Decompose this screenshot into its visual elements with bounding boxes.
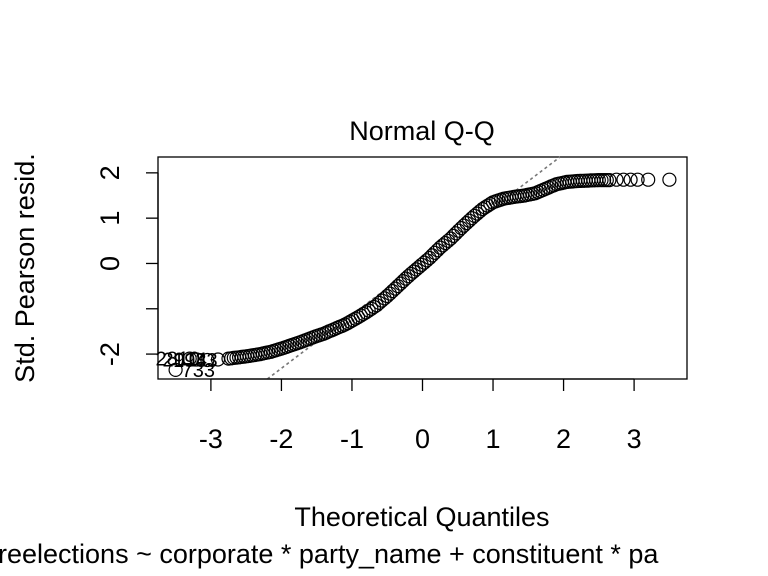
point-label: 2914 <box>163 350 208 372</box>
data-point <box>456 218 471 233</box>
data-point <box>451 223 466 238</box>
data-point <box>388 281 403 296</box>
data-point <box>443 231 458 246</box>
x-tick-label: 1 <box>486 424 501 454</box>
data-point <box>459 216 474 231</box>
data-point <box>441 233 456 248</box>
data-point <box>385 284 400 299</box>
data-point <box>616 172 631 187</box>
data-point <box>448 226 464 241</box>
y-tick-label: 2 <box>95 165 125 180</box>
data-point <box>382 286 397 301</box>
data-point <box>377 291 392 306</box>
data-point <box>609 172 624 187</box>
data-point <box>425 248 440 263</box>
data-point <box>602 173 617 188</box>
x-tick-label: 0 <box>415 424 430 454</box>
x-axis: -3 -2 -1 0 1 2 3 <box>199 378 642 454</box>
data-point <box>419 253 434 268</box>
point-label: 733 <box>182 360 215 382</box>
formula-subcaption: reelections ~ corporate * party_name + c… <box>0 539 659 569</box>
data-point <box>454 221 469 236</box>
data-point <box>168 362 183 377</box>
data-point <box>430 243 445 258</box>
data-point <box>390 279 405 294</box>
data-point <box>623 172 638 187</box>
x-tick-label: 2 <box>556 424 571 454</box>
data-point <box>396 274 411 289</box>
y-tick-label: 0 <box>95 256 125 271</box>
data-point <box>380 289 395 304</box>
x-axis-label: Theoretical Quantiles <box>294 502 549 532</box>
y-tick-label: -2 <box>95 342 125 366</box>
data-point <box>417 255 432 270</box>
y-tick-label: 1 <box>95 211 125 226</box>
x-tick-label: -1 <box>340 424 364 454</box>
data-point <box>630 172 645 187</box>
point-label: 2810 <box>155 349 200 371</box>
points-layer <box>168 172 677 377</box>
y-axis-label: Std. Pearson resid. <box>10 153 40 383</box>
data-point <box>200 352 215 368</box>
data-point <box>398 271 413 286</box>
data-point <box>422 250 437 266</box>
point-label: 1933 <box>173 350 218 372</box>
y-axis: -2 0 1 2 <box>95 165 159 366</box>
data-point <box>182 351 197 366</box>
x-tick-label: -3 <box>199 424 223 454</box>
data-point <box>393 276 408 291</box>
data-point <box>641 172 656 187</box>
data-point <box>189 352 204 367</box>
data-point <box>427 245 442 260</box>
chart-title: Normal Q-Q <box>349 116 495 146</box>
data-point <box>446 228 461 243</box>
data-point <box>472 204 487 219</box>
x-tick-label: 3 <box>627 424 642 454</box>
data-point <box>662 172 677 187</box>
x-tick-label: -2 <box>269 424 293 454</box>
data-point <box>438 236 453 251</box>
data-point <box>462 213 477 228</box>
data-point <box>374 293 389 308</box>
